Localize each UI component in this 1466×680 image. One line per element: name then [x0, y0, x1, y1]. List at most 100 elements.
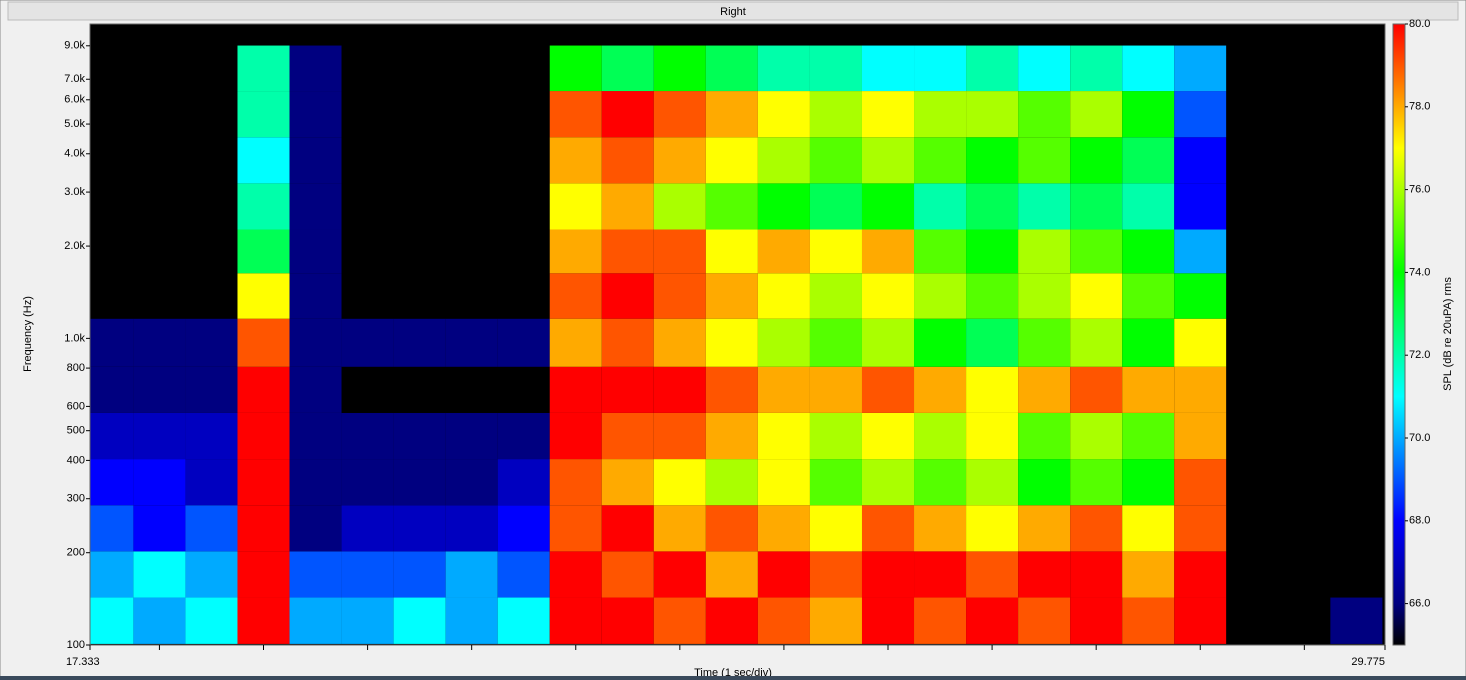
heatmap-cell — [653, 183, 706, 230]
heatmap-cell — [289, 183, 342, 230]
heatmap-cell — [185, 91, 238, 138]
heatmap-cell — [445, 273, 498, 319]
y-tick-label: 3.0k — [64, 186, 85, 198]
heatmap-cell — [341, 273, 394, 319]
colorbar-tick-label: 78.0 — [1409, 101, 1430, 113]
heatmap-cell — [1018, 412, 1071, 460]
heatmap-cell — [809, 229, 862, 274]
heatmap-cell — [1226, 551, 1279, 598]
heatmap-cell — [1122, 551, 1175, 598]
heatmap-cell — [393, 597, 446, 644]
heatmap-cell — [1174, 183, 1227, 230]
y-tick-label: 1.0k — [64, 332, 85, 344]
heatmap-cell — [237, 597, 290, 644]
heatmap-cell — [705, 597, 758, 644]
colorbar-tick-label: 80.0 — [1409, 18, 1430, 30]
colorbar-tick-label: 74.0 — [1409, 266, 1430, 278]
heatmap-cell — [341, 505, 394, 552]
heatmap-cell — [237, 412, 290, 460]
heatmap-cell — [90, 183, 134, 230]
heatmap-cell — [549, 551, 602, 598]
heatmap-cell — [497, 318, 550, 367]
heatmap-cell — [653, 597, 706, 644]
heatmap-cell — [185, 183, 238, 230]
heatmap-cell — [289, 551, 342, 598]
heatmap-cell — [1018, 459, 1071, 506]
heatmap-cell — [90, 229, 134, 274]
heatmap-cell — [549, 91, 602, 138]
heatmap-cell — [1070, 91, 1123, 138]
heatmap-cell — [497, 551, 550, 598]
heatmap-cell — [289, 273, 342, 319]
heatmap-cell — [341, 366, 394, 413]
heatmap-cell — [601, 597, 654, 644]
heatmap-cell — [393, 318, 446, 367]
heatmap-cell — [497, 459, 550, 506]
heatmap-cell — [809, 597, 862, 644]
heatmap-cell — [90, 91, 134, 138]
heatmap-cell — [1330, 229, 1383, 274]
colorbar — [1392, 23, 1406, 646]
heatmap-cell — [705, 229, 758, 274]
heatmap-cell — [809, 91, 862, 138]
heatmap-cell — [1278, 505, 1331, 552]
heatmap-cell — [1122, 183, 1175, 230]
heatmap-cell — [809, 45, 862, 92]
heatmap-cell — [601, 366, 654, 413]
heatmap-cell — [237, 183, 290, 230]
y-tick-label: 6.0k — [64, 94, 85, 106]
heatmap-cell — [861, 551, 915, 598]
heatmap-cell — [757, 183, 810, 230]
heatmap-cell — [653, 318, 706, 367]
heatmap-cell — [861, 366, 915, 413]
heatmap-cell — [601, 412, 654, 460]
colorbar-tick-label: 70.0 — [1409, 432, 1430, 444]
y-tick-label: 300 — [67, 493, 85, 505]
heatmap-cell — [757, 551, 810, 598]
heatmap-cell — [601, 318, 654, 367]
heatmap-cell — [1330, 45, 1383, 92]
heatmap-cell — [1278, 459, 1331, 506]
heatmap-cell — [966, 45, 1019, 92]
heatmap-cell — [445, 137, 498, 184]
heatmap-cell — [393, 366, 446, 413]
heatmap-cell — [1122, 412, 1175, 460]
heatmap-cell — [133, 137, 186, 184]
heatmap-cell — [1122, 597, 1175, 644]
heatmap-cell — [549, 366, 602, 413]
colorbar-tick-label: 76.0 — [1409, 184, 1430, 196]
heatmap-cell — [914, 597, 967, 644]
heatmap-cell — [601, 551, 654, 598]
heatmap-cell — [289, 229, 342, 274]
heatmap-cell — [1226, 91, 1279, 138]
heatmap-cell — [601, 229, 654, 274]
heatmap-cell — [1278, 45, 1331, 92]
heatmap-cell — [393, 137, 446, 184]
heatmap-cell — [861, 273, 915, 319]
heatmap-cell — [90, 366, 134, 413]
heatmap-cell — [1226, 229, 1279, 274]
heatmap-cell — [1330, 318, 1383, 367]
heatmap-cell — [237, 505, 290, 552]
title-bar — [7, 1, 1459, 21]
heatmap-cell — [914, 91, 967, 138]
heatmap-cell — [1330, 412, 1383, 460]
heatmap-cell — [341, 318, 394, 367]
heatmap-cell — [1330, 505, 1383, 552]
heatmap-cell — [1018, 183, 1071, 230]
heatmap-cell — [445, 183, 498, 230]
heatmap-cell — [133, 597, 186, 644]
heatmap-cell — [445, 551, 498, 598]
heatmap-cell — [185, 551, 238, 598]
heatmap-cell — [653, 137, 706, 184]
heatmap-cell — [705, 459, 758, 506]
heatmap-cell — [393, 91, 446, 138]
heatmap-cell — [133, 273, 186, 319]
heatmap-cell — [133, 45, 186, 92]
heatmap-cell — [1122, 91, 1175, 138]
heatmap-cell — [1226, 505, 1279, 552]
heatmap-cell — [1122, 229, 1175, 274]
heatmap-cell — [185, 137, 238, 184]
heatmap-cell — [705, 551, 758, 598]
